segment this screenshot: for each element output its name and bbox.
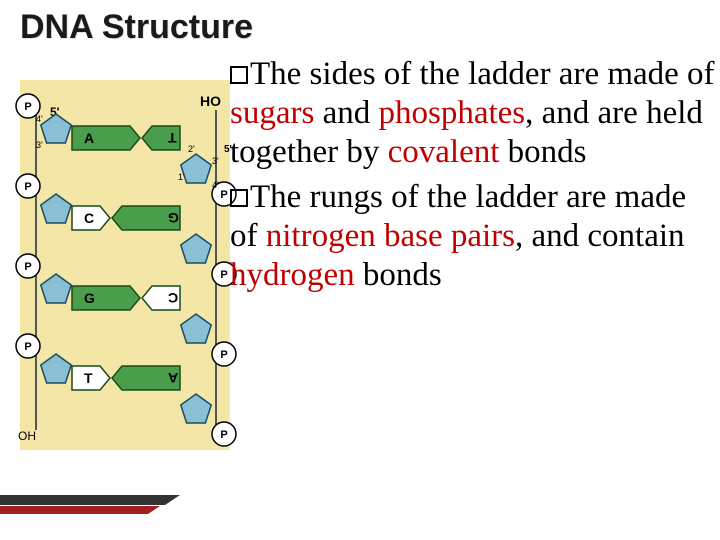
text-fragment: bonds [355,257,442,293]
svg-text:A: A [84,130,94,146]
svg-text:P: P [220,189,227,201]
bullet-item: The rungs of the ladder are made of nitr… [230,178,720,295]
bullet-item: The sides of the ladder are made of suga… [230,55,720,172]
svg-text:P: P [220,269,227,281]
svg-text:4': 4' [36,114,43,124]
text-fragment: hydrogen [230,257,355,293]
svg-text:1': 1' [178,172,185,182]
svg-text:G: G [84,290,95,306]
svg-text:P: P [220,429,227,441]
svg-text:3': 3' [212,156,219,166]
svg-text:3': 3' [36,140,43,150]
text-fragment: and [314,95,378,131]
bullet-box-icon [230,189,248,207]
svg-text:HO: HO [200,93,221,109]
text-fragment: The sides of the ladder are made of [250,56,715,92]
text-fragment: phosphates [378,95,525,131]
dna-diagram: 5'HOOHP4'3'1'PPPP2'3'4'1'5'PPPATCGGCTA [0,70,250,470]
svg-text:C: C [84,210,94,226]
bullet-box-icon [230,66,248,84]
svg-text:4': 4' [212,180,219,190]
text-fragment: bonds [499,134,586,170]
svg-text:A: A [168,370,178,386]
svg-text:P: P [220,349,227,361]
svg-text:C: C [168,290,178,306]
decorative-accent [0,490,200,518]
svg-text:P: P [24,101,31,113]
page-title: DNA Structure [20,8,253,47]
svg-text:G: G [168,210,179,226]
text-fragment: , and contain [515,218,685,254]
text-fragment: nitrogen base pairs [266,218,515,254]
text-content: The sides of the ladder are made of suga… [230,55,720,301]
svg-text:P: P [24,261,31,273]
text-fragment: covalent [388,134,500,170]
svg-text:T: T [168,130,177,146]
svg-text:T: T [84,370,93,386]
svg-text:P: P [24,181,31,193]
svg-text:OH: OH [18,429,36,443]
svg-text:P: P [24,341,31,353]
svg-text:2': 2' [188,144,195,154]
text-fragment: sugars [230,95,314,131]
